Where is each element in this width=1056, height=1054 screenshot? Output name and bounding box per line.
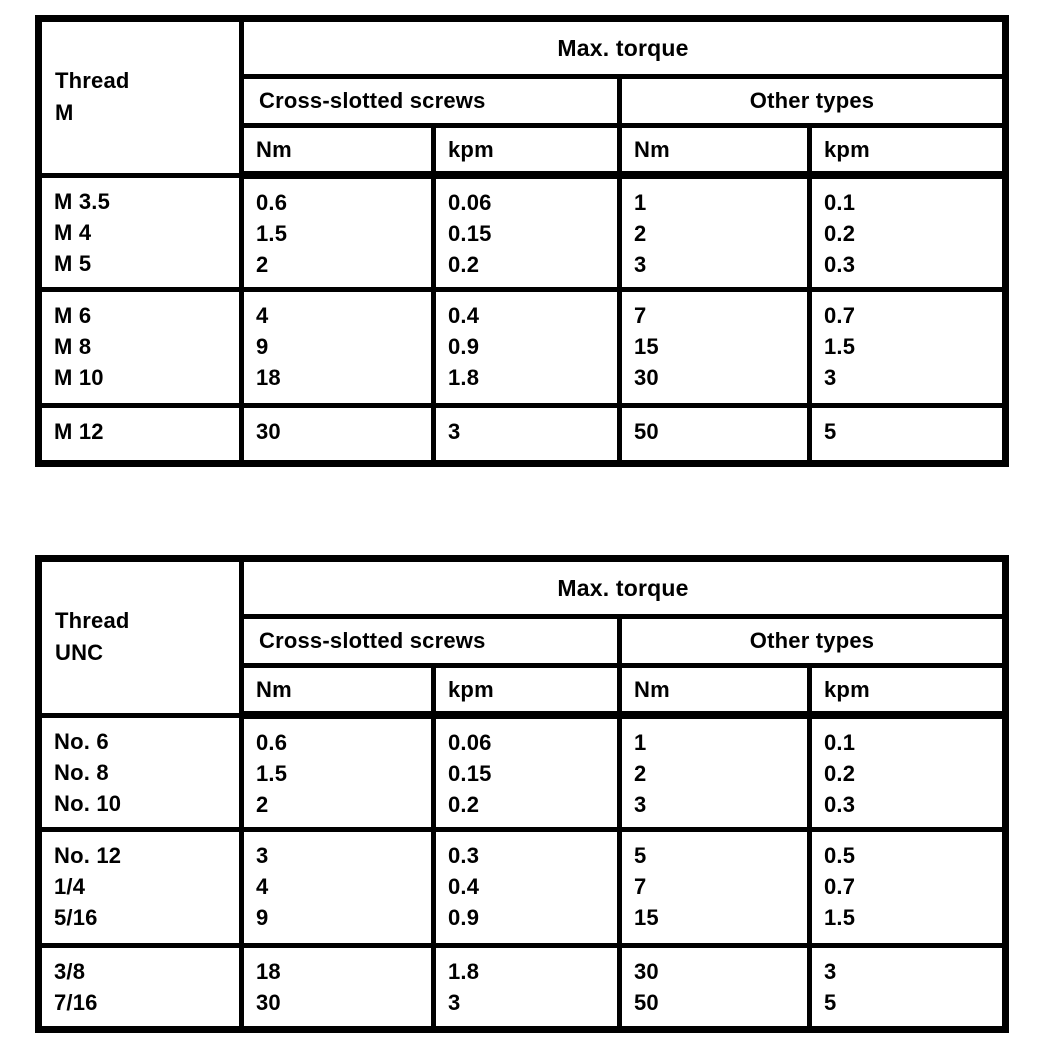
thread-cell: No. 6 No. 8 No. 10 xyxy=(36,712,244,832)
value-cell-cross-kpm: 0.06 0.15 0.2 xyxy=(431,712,622,832)
thread-cell: M 3.5 M 4 M 5 xyxy=(36,172,244,292)
unit-header-other-kpm: kpm xyxy=(806,663,1009,719)
value-cell-other-kpm: 3 5 xyxy=(806,943,1009,1032)
value-cell-cross-nm: 0.6 1.5 2 xyxy=(239,172,436,292)
other-types-header: Other types xyxy=(616,74,1009,128)
thread-cell: M 6 M 8 M 10 xyxy=(36,287,244,408)
cross-slotted-header: Cross-slotted screws xyxy=(239,614,622,668)
thread-cell: 3/8 7/16 xyxy=(36,943,244,1032)
value-cell-other-nm: 30 50 xyxy=(617,943,812,1032)
torque-table-unc: Thread UNC Max. torque Cross-slotted scr… xyxy=(35,555,1010,1033)
value-cell-cross-nm: 0.6 1.5 2 xyxy=(239,712,436,832)
unit-header-other-kpm: kpm xyxy=(806,123,1009,179)
header-row-units: Nm kpm Nm kpm xyxy=(39,663,1009,719)
unit-header-cross-nm: Nm xyxy=(239,663,436,719)
table-row-group: M 12 30 3 50 5 xyxy=(36,403,1009,466)
table-row-group: M 6 M 8 M 10 4 9 18 0.4 0.9 1.8 7 15 30 … xyxy=(36,287,1009,408)
value-cell-other-nm: 1 2 3 xyxy=(617,172,812,292)
other-types-header: Other types xyxy=(616,614,1009,668)
header-row-screw-types: Cross-slotted screws Other types xyxy=(39,614,1009,668)
table-row-group: No. 6 No. 8 No. 10 0.6 1.5 2 0.06 0.15 0… xyxy=(36,712,1009,832)
value-cell-other-kpm: 5 xyxy=(806,403,1009,466)
unit-header-other-nm: Nm xyxy=(617,123,812,179)
value-cell-cross-kpm: 1.8 3 xyxy=(431,943,622,1032)
unit-header-cross-nm: Nm xyxy=(239,123,436,179)
value-cell-other-nm: 50 xyxy=(617,403,812,466)
max-torque-header: Max. torque xyxy=(238,16,1009,79)
value-cell-other-kpm: 0.5 0.7 1.5 xyxy=(806,827,1009,948)
header-row-max-torque: Thread UNC Max. torque xyxy=(36,556,1009,718)
torque-table-metric: Thread M Max. torque Cross-slotted screw… xyxy=(35,15,1010,467)
value-cell-cross-kpm: 0.3 0.4 0.9 xyxy=(431,827,622,948)
unit-header-cross-kpm: kpm xyxy=(431,123,622,179)
max-torque-header: Max. torque xyxy=(238,556,1009,619)
value-cell-cross-nm: 3 4 9 xyxy=(239,827,436,948)
thread-header-cell: Thread M xyxy=(36,16,244,178)
value-cell-cross-nm: 30 xyxy=(239,403,436,466)
value-cell-other-kpm: 0.1 0.2 0.3 xyxy=(806,712,1009,832)
value-cell-other-nm: 1 2 3 xyxy=(617,712,812,832)
value-cell-other-nm: 5 7 15 xyxy=(617,827,812,948)
value-cell-cross-kpm: 0.06 0.15 0.2 xyxy=(431,172,622,292)
table-row-group: 3/8 7/16 18 30 1.8 3 30 50 3 5 xyxy=(36,943,1009,1032)
value-cell-cross-kpm: 0.4 0.9 1.8 xyxy=(431,287,622,408)
value-cell-other-kpm: 0.7 1.5 3 xyxy=(806,287,1009,408)
unit-header-other-nm: Nm xyxy=(617,663,812,719)
thread-header-cell: Thread UNC xyxy=(36,556,244,718)
thread-cell: M 12 xyxy=(36,403,244,466)
header-row-units: Nm kpm Nm kpm xyxy=(39,123,1009,179)
value-cell-other-kpm: 0.1 0.2 0.3 xyxy=(806,172,1009,292)
table-row-group: M 3.5 M 4 M 5 0.6 1.5 2 0.06 0.15 0.2 1 … xyxy=(36,172,1009,292)
value-cell-cross-kpm: 3 xyxy=(431,403,622,466)
value-cell-cross-nm: 18 30 xyxy=(239,943,436,1032)
cross-slotted-header: Cross-slotted screws xyxy=(239,74,622,128)
table-row-group: No. 12 1/4 5/16 3 4 9 0.3 0.4 0.9 5 7 15… xyxy=(36,827,1009,948)
header-row-screw-types: Cross-slotted screws Other types xyxy=(39,74,1009,128)
unit-header-cross-kpm: kpm xyxy=(431,663,622,719)
value-cell-cross-nm: 4 9 18 xyxy=(239,287,436,408)
header-row-max-torque: Thread M Max. torque xyxy=(36,16,1009,178)
thread-cell: No. 12 1/4 5/16 xyxy=(36,827,244,948)
value-cell-other-nm: 7 15 30 xyxy=(617,287,812,408)
